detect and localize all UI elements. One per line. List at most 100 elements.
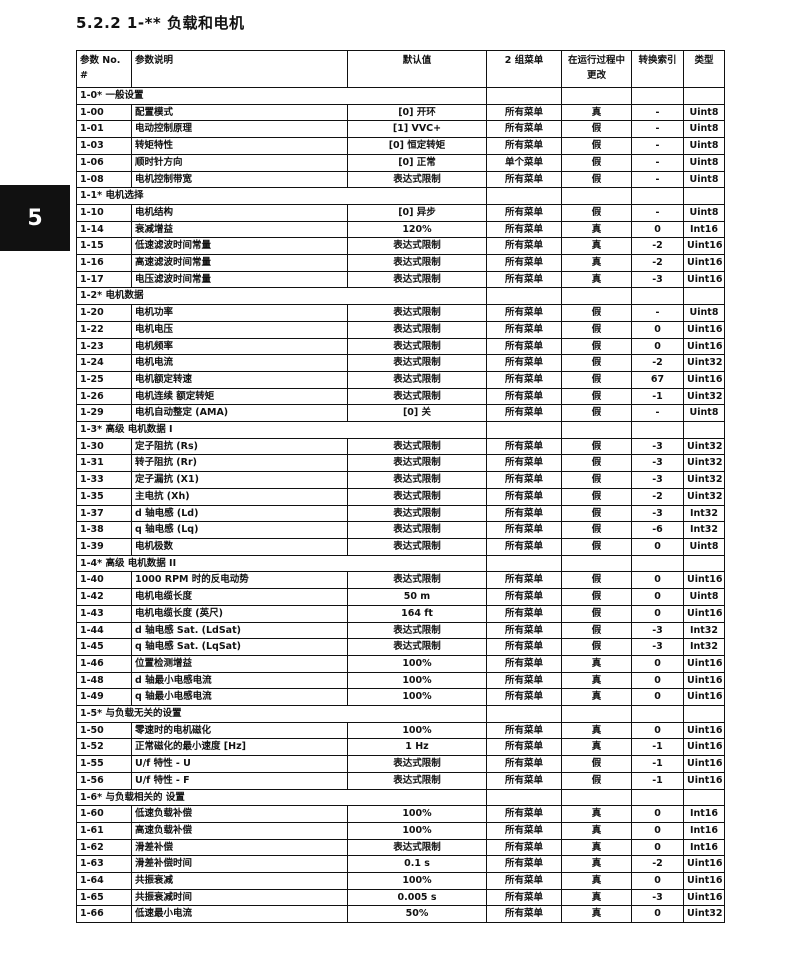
description-cell: d 轴电感 Sat. (LdSat) xyxy=(131,621,348,640)
description-cell: 电机电压 xyxy=(131,320,348,339)
table-row: 1-66 低速最小电流 50% 所有菜单真 0 Uint32 xyxy=(76,905,725,924)
type-cell: Uint16 xyxy=(683,771,725,790)
setup-cell: 所有菜单 xyxy=(486,304,562,322)
change-during-operation-cell: 假 xyxy=(561,521,632,539)
empty-cell xyxy=(486,788,562,807)
conversion-index-cell: -2 xyxy=(631,237,684,256)
table-row: 1-25 电机额定转速 表达式限制 所有菜单假 67 Uint16 xyxy=(76,370,725,389)
change-during-operation-cell: 真 xyxy=(561,872,632,890)
conversion-index-cell: 0 xyxy=(631,805,684,823)
table-row: 1-22 电机电压 表达式限制 所有菜单假 0 Uint16 xyxy=(76,320,725,339)
description-cell: 电机电缆长度 (英尺) xyxy=(131,604,348,623)
default-value-cell: 表达式限制 xyxy=(347,487,487,506)
param-no-cell: 1-33 xyxy=(76,471,132,489)
table-row: 1-26 电机连续 额定转矩 表达式限制 所有菜单假 -1 Uint32 xyxy=(76,387,725,406)
type-cell: Int16 xyxy=(683,805,725,823)
table-row: 1-49 q 轴最小电感电流 100% 所有菜单真 0 Uint16 xyxy=(76,688,725,707)
param-no-cell: 1-49 xyxy=(76,688,132,707)
param-no-cell: 1-03 xyxy=(76,137,132,155)
default-value-cell: 100% xyxy=(347,821,487,840)
table-row: 1-39 电机极数 表达式限制 所有菜单假 0 Uint8 xyxy=(76,537,725,556)
default-value-cell: 表达式限制 xyxy=(347,471,487,489)
conversion-index-cell: - xyxy=(631,103,684,122)
setup-cell: 所有菜单 xyxy=(486,621,562,640)
param-no-cell: 1-44 xyxy=(76,621,132,640)
default-value-cell: 100% xyxy=(347,654,487,673)
description-cell: 转子阻抗 (Rr) xyxy=(131,454,348,473)
empty-cell xyxy=(631,287,684,306)
default-value-cell: 0.1 s xyxy=(347,855,487,874)
param-no-cell: 1-14 xyxy=(76,220,132,239)
table-row: 1-38 q 轴电感 (Lq) 表达式限制 所有菜单假 -6 Int32 xyxy=(76,521,725,539)
description-cell: 1000 RPM 时的反电动势 xyxy=(131,571,348,590)
conversion-index-cell: -6 xyxy=(631,521,684,539)
default-value-cell: 表达式限制 xyxy=(347,638,487,656)
conversion-index-cell: 0 xyxy=(631,571,684,590)
change-during-operation-cell: 真 xyxy=(561,738,632,757)
description-cell: 定子阻抗 (Rs) xyxy=(131,437,348,456)
change-during-operation-cell: 真 xyxy=(561,671,632,690)
conversion-index-cell: - xyxy=(631,153,684,172)
param-no-cell: 1-23 xyxy=(76,337,132,356)
conversion-index-cell: 0 xyxy=(631,588,684,606)
empty-cell xyxy=(561,87,632,105)
default-value-cell: [0] 开环 xyxy=(347,103,487,122)
change-during-operation-cell: 假 xyxy=(561,604,632,623)
param-no-cell: 1-22 xyxy=(76,320,132,339)
conversion-index-cell: -2 xyxy=(631,354,684,372)
type-cell: Uint16 xyxy=(683,337,725,356)
table-row: 1-55 U/f 特性 - U 表达式限制 所有菜单假 -1 Uint16 xyxy=(76,755,725,773)
change-during-operation-cell: 假 xyxy=(561,504,632,523)
conversion-index-cell: -3 xyxy=(631,437,684,456)
change-during-operation-cell: 假 xyxy=(561,487,632,506)
change-during-operation-cell: 假 xyxy=(561,755,632,773)
change-during-operation-cell: 真 xyxy=(561,654,632,673)
param-no-cell: 1-25 xyxy=(76,370,132,389)
description-cell: 正常磁化的最小速度 [Hz] xyxy=(131,738,348,757)
header-description: 参数说明 xyxy=(131,50,348,88)
table-row: 1-16 高速滤波时间常量 表达式限制 所有菜单真 -2 Uint16 xyxy=(76,254,725,272)
setup-cell: 所有菜单 xyxy=(486,805,562,823)
description-cell: 位置检测增益 xyxy=(131,654,348,673)
empty-cell xyxy=(631,788,684,807)
setup-cell: 所有菜单 xyxy=(486,838,562,857)
table-row: 1-33 定子漏抗 (X1) 表达式限制 所有菜单假 -3 Uint32 xyxy=(76,471,725,489)
param-no-cell: 1-38 xyxy=(76,521,132,539)
description-cell: q 轴电感 (Lq) xyxy=(131,521,348,539)
description-cell: 定子漏抗 (X1) xyxy=(131,471,348,489)
table-row: 1-37 d 轴电感 (Ld) 表达式限制 所有菜单假 -3 Int32 xyxy=(76,504,725,523)
empty-cell xyxy=(683,788,725,807)
conversion-index-cell: 0 xyxy=(631,838,684,857)
header-type: 类型 xyxy=(683,50,725,88)
empty-cell xyxy=(486,421,562,439)
conversion-index-cell: 0 xyxy=(631,688,684,707)
param-no-cell: 1-43 xyxy=(76,604,132,623)
param-no-cell: 1-48 xyxy=(76,671,132,690)
setup-cell: 所有菜单 xyxy=(486,337,562,356)
conversion-index-cell: 0 xyxy=(631,821,684,840)
table-row: 1-06 顺时针方向 [0] 正常 单个菜单假 - Uint8 xyxy=(76,153,725,172)
param-no-cell: 1-10 xyxy=(76,203,132,222)
empty-cell xyxy=(683,705,725,723)
change-during-operation-cell: 假 xyxy=(561,437,632,456)
description-cell: q 轴电感 Sat. (LqSat) xyxy=(131,638,348,656)
default-value-cell: 表达式限制 xyxy=(347,621,487,640)
default-value-cell: 表达式限制 xyxy=(347,504,487,523)
table-row: 1-24 电机电流 表达式限制 所有菜单假 -2 Uint32 xyxy=(76,354,725,372)
type-cell: Int32 xyxy=(683,638,725,656)
change-during-operation-cell: 假 xyxy=(561,571,632,590)
change-during-operation-cell: 假 xyxy=(561,170,632,189)
group-header-row: 1-2* 电机数据 xyxy=(76,287,725,306)
conversion-index-cell: 0 xyxy=(631,220,684,239)
default-value-cell: [0] 恒定转矩 xyxy=(347,137,487,155)
empty-cell xyxy=(486,87,562,105)
table-row: 1-45 q 轴电感 Sat. (LqSat) 表达式限制 所有菜单假 -3 Int32 xyxy=(76,638,725,656)
default-value-cell: 100% xyxy=(347,671,487,690)
description-cell: 电机控制带宽 xyxy=(131,170,348,189)
type-cell: Uint32 xyxy=(683,487,725,506)
change-during-operation-cell: 假 xyxy=(561,471,632,489)
type-cell: Uint8 xyxy=(683,588,725,606)
type-cell: Uint16 xyxy=(683,872,725,890)
default-value-cell: 表达式限制 xyxy=(347,838,487,857)
change-during-operation-cell: 假 xyxy=(561,337,632,356)
